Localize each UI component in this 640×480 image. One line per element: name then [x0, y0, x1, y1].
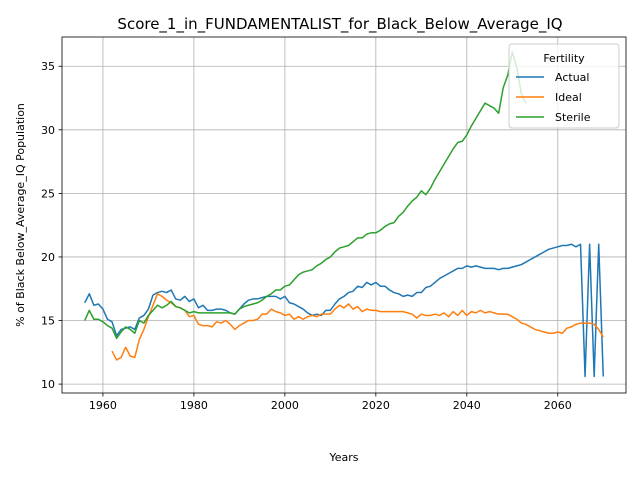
x-axis-ticks: 1960 1980 2000 2020 2040 2060 — [89, 393, 572, 412]
legend-label-actual: Actual — [555, 71, 589, 84]
x-tick-label: 1960 — [89, 399, 117, 412]
y-tick-label: 10 — [41, 378, 55, 391]
series-line-actual — [84, 243, 605, 378]
y-tick-label: 30 — [41, 124, 55, 137]
series-lines — [84, 51, 605, 378]
legend-box — [508, 43, 620, 129]
legend-title: Fertility — [543, 52, 585, 65]
x-tick-label: 2020 — [362, 399, 390, 412]
legend-label-sterile: Sterile — [555, 111, 591, 124]
y-tick-label: 20 — [41, 251, 55, 264]
legend: Fertility Actual Ideal Sterile — [508, 43, 620, 129]
y-axis-ticks: 10 15 20 25 30 35 — [41, 60, 62, 391]
x-tick-label: 2060 — [544, 399, 572, 412]
x-axis-label: Years — [328, 451, 358, 464]
series-line-ideal — [111, 293, 604, 361]
y-axis-label: % of Black Below_Average_IQ Population — [14, 103, 27, 327]
y-tick-label: 15 — [41, 315, 55, 328]
x-tick-label: 2000 — [271, 399, 299, 412]
y-tick-label: 35 — [41, 60, 55, 73]
plot-frame — [61, 36, 627, 394]
chart-title: Score_1_in_FUNDAMENTALIST_for_Black_Belo… — [117, 15, 562, 34]
gridlines — [62, 37, 626, 393]
x-tick-label: 1980 — [180, 399, 208, 412]
y-tick-label: 25 — [41, 187, 55, 200]
x-tick-label: 2040 — [453, 399, 481, 412]
legend-label-ideal: Ideal — [555, 91, 582, 104]
series-line-sterile — [84, 51, 527, 340]
